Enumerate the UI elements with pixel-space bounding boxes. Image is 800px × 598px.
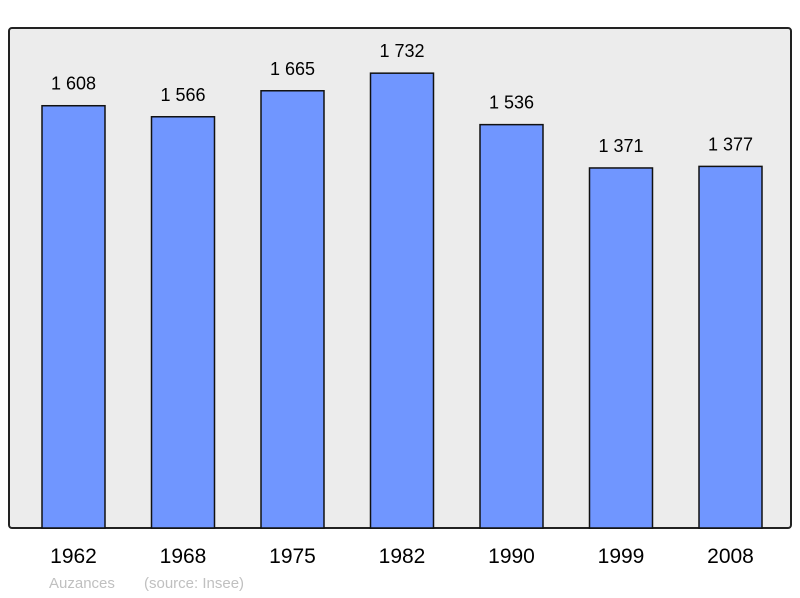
x-tick-label-1999: 1999 [598,545,645,568]
value-label-1975: 1 665 [270,59,315,79]
x-tick-label-1962: 1962 [50,545,97,568]
x-tick-label-2008: 2008 [707,545,754,568]
value-label-1990: 1 536 [489,93,534,113]
value-label-1982: 1 732 [379,41,424,61]
bar-1982 [369,72,435,529]
bar-1990 [479,123,544,529]
bar-1962 [41,104,106,529]
x-tick-label-1968: 1968 [160,545,207,568]
value-label-2008: 1 377 [708,134,753,154]
x-tick-label-1982: 1982 [379,545,426,568]
x-tick-label-1975: 1975 [269,545,316,568]
bar-1968 [150,116,216,529]
x-tick-label-1990: 1990 [488,545,535,568]
value-label-1962: 1 608 [51,74,96,94]
bar-1975 [260,90,325,529]
value-label-1968: 1 566 [160,85,205,105]
value-label-1999: 1 371 [598,136,643,156]
bar-2008 [698,165,763,529]
bar-1999 [588,167,654,529]
footer-place: Auzances [49,575,115,592]
footer-source: (source: Insee) [144,575,245,592]
